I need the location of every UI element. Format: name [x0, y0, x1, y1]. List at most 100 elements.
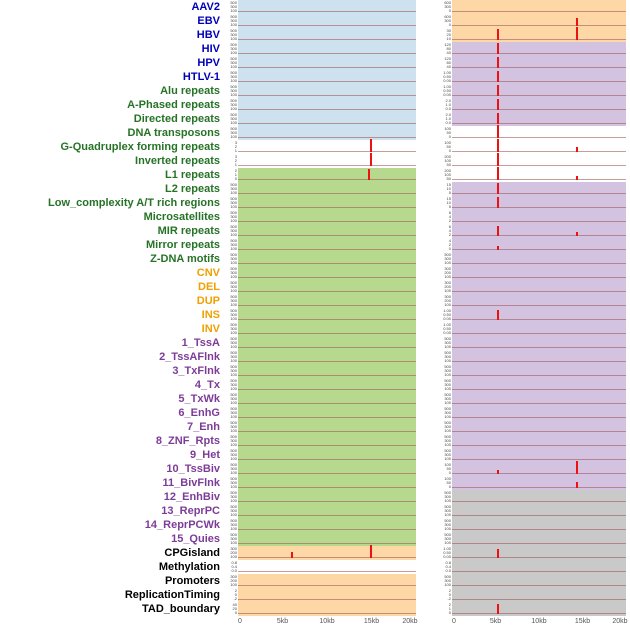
- column-gap: [416, 70, 440, 84]
- y-axis-ticks-right: 100 50 0: [440, 140, 452, 154]
- y-axis-ticks-left: 500 300 100: [226, 84, 238, 98]
- y-axis-ticks-right: 15 10 5: [440, 196, 452, 210]
- track-plot-right: [452, 476, 626, 490]
- y-tick-label: 500: [444, 336, 451, 341]
- track-plot-right: [452, 14, 626, 28]
- signal-baseline: [452, 179, 626, 180]
- y-tick-label: 300: [444, 4, 451, 9]
- y-tick-label: 40: [232, 602, 237, 607]
- y-axis-ticks-right: 200 100 50: [440, 168, 452, 182]
- y-axis-ticks-right: 200 100 50: [440, 154, 452, 168]
- signal-baseline: [238, 557, 416, 558]
- y-tick-label: 300: [444, 410, 451, 415]
- column-gap: [416, 266, 440, 280]
- track-plot-right: [452, 196, 626, 210]
- column-gap: [416, 112, 440, 126]
- signal-baseline: [452, 249, 626, 250]
- x-tick-label: 15kb: [363, 618, 380, 625]
- y-tick-label: 100: [444, 158, 451, 163]
- y-tick-label: 0.0: [445, 120, 451, 125]
- y-tick-label: 300: [230, 4, 237, 9]
- y-tick-label: 100: [230, 232, 237, 237]
- x-tick-label: 0: [238, 618, 242, 625]
- y-tick-label: 40: [446, 50, 451, 55]
- y-axis-ticks-right: 120 80 40: [440, 56, 452, 70]
- track-plot-right: [452, 560, 626, 574]
- y-axis-ticks-right: 500 300 100: [440, 252, 452, 266]
- track-plot-right: [452, 98, 626, 112]
- axis-spacer: [416, 616, 440, 630]
- y-tick-label: 0.50: [443, 88, 451, 93]
- signal-peak: [575, 175, 578, 180]
- y-tick-label: 2: [234, 168, 237, 173]
- signal-peak: [497, 99, 500, 110]
- y-tick-label: 100: [230, 428, 237, 433]
- y-tick-label: 100: [230, 36, 237, 41]
- track-row: 14_ReprPCWk 500 300 100 500 300 100: [0, 518, 630, 532]
- y-tick-label: 2: [448, 232, 451, 237]
- y-tick-label: 500: [230, 518, 237, 523]
- track-plot-right: [452, 224, 626, 238]
- y-tick-label: 100: [230, 64, 237, 69]
- row-label: TAD_boundary: [141, 603, 220, 615]
- signal-baseline: [452, 347, 626, 348]
- track-plot-left: [238, 476, 416, 490]
- row-label: 2_TssAFlnk: [159, 351, 220, 363]
- y-tick-label: 300: [230, 536, 237, 541]
- row-label: L1 repeats: [164, 169, 220, 181]
- y-tick-label: 300: [444, 340, 451, 345]
- y-tick-label: 300: [230, 102, 237, 107]
- track-plot-left: [238, 294, 416, 308]
- y-axis-ticks-left: 500 300 100: [226, 280, 238, 294]
- track-row: Low_complexity A/T rich regions 500 300 100…: [0, 196, 630, 210]
- y-tick-label: 200: [444, 154, 451, 159]
- track-row: ReplicationTiming 2 0 -2 2 0 -2: [0, 588, 630, 602]
- y-tick-label: 300: [230, 312, 237, 317]
- signal-peak: [497, 125, 500, 138]
- track-row: Alu repeats 500 300 100 1.00 0.50 0.00: [0, 84, 630, 98]
- signal-baseline: [452, 543, 626, 544]
- y-tick-label: 300: [230, 396, 237, 401]
- track-row: 10_TssBiv 500 300 100 100 50 0: [0, 461, 630, 476]
- y-tick-label: 2: [234, 144, 237, 149]
- y-tick-label: 500: [230, 364, 237, 369]
- y-tick-label: 1.0: [445, 102, 451, 107]
- track-row: 8_ZNF_Rpts 500 300 100 500 300 100: [0, 434, 630, 448]
- track-row: 6_EnhG 500 300 100 500 300 100: [0, 406, 630, 420]
- track-plot-left: [238, 210, 416, 224]
- column-gap: [416, 0, 440, 14]
- signal-baseline: [238, 543, 416, 544]
- y-axis-ticks-left: 300 200 100: [226, 546, 238, 560]
- y-tick-label: 10: [446, 200, 451, 205]
- signal-baseline: [452, 95, 626, 96]
- column-gap: [416, 476, 440, 490]
- row-label: 1_TssA: [181, 337, 220, 349]
- signal-baseline: [238, 235, 416, 236]
- signal-baseline: [452, 599, 626, 600]
- y-tick-label: 300: [230, 354, 237, 359]
- signal-baseline: [238, 515, 416, 516]
- track-row: 1_TssA 500 300 100 500 300 100: [0, 336, 630, 350]
- signal-baseline: [452, 277, 626, 278]
- y-tick-label: 100: [230, 92, 237, 97]
- track-plot-left: [238, 532, 416, 546]
- signal-baseline: [452, 613, 626, 614]
- track-plot-right: [452, 588, 626, 602]
- column-gap: [416, 532, 440, 546]
- column-gap: [416, 154, 440, 168]
- y-axis-ticks-left: 500 300 100: [226, 420, 238, 434]
- y-tick-label: 0.0: [445, 106, 451, 111]
- y-tick-label: 500: [230, 336, 237, 341]
- y-axis-ticks-right: 1.00 0.50 0.00: [440, 322, 452, 336]
- y-axis-ticks-left: 500 300 100: [226, 266, 238, 280]
- signal-baseline: [238, 585, 416, 586]
- row-label: HIV: [201, 43, 220, 55]
- y-tick-label: 100: [230, 344, 237, 349]
- track-plot-left: [238, 168, 416, 182]
- track-row: DEL 500 300 100 300 200 100: [0, 280, 630, 294]
- y-tick-label: 100: [230, 554, 237, 559]
- y-tick-label: 0: [448, 134, 451, 139]
- y-tick-label: 100: [444, 476, 451, 481]
- y-tick-label: 100: [444, 428, 451, 433]
